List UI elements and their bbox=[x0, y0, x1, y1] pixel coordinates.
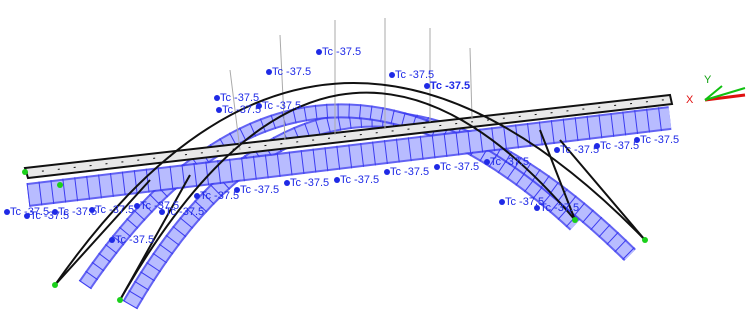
axis-triad: X Y bbox=[686, 74, 745, 106]
load-label: Tc -37.5 bbox=[200, 190, 239, 202]
load-label: Tc -37.5 bbox=[440, 161, 479, 173]
axis-x-label: X bbox=[686, 94, 694, 106]
axis-y-label: Y bbox=[704, 74, 712, 86]
load-label: Tc -37.5 bbox=[240, 184, 279, 196]
load-label: Tc -37.5 bbox=[600, 140, 639, 152]
load-label: Tc -37.5 bbox=[390, 166, 429, 178]
load-label: Tc -37.5 bbox=[290, 177, 329, 189]
load-label: Tc -37.5 bbox=[95, 204, 134, 216]
bridge-model: X Y Tc -37.5Tc -37.5Tc -37.5Tc -37.5Tc -… bbox=[0, 0, 747, 320]
load-label: Tc -37.5 bbox=[222, 104, 261, 116]
load-label: Tc -37.5 bbox=[540, 202, 579, 214]
load-label: Tc -37.5 bbox=[165, 206, 204, 218]
load-label: Tc -37.5 bbox=[430, 80, 470, 92]
load-label: Tc -37.5 bbox=[640, 134, 679, 146]
load-label: Tc -37.5 bbox=[340, 174, 379, 186]
load-label: Tc -37.5 bbox=[115, 234, 154, 246]
load-label: Tc -37.5 bbox=[262, 100, 301, 112]
load-label: Tc -37.5 bbox=[560, 144, 599, 156]
load-label: Tc -37.5 bbox=[272, 66, 311, 78]
load-label: Tc -37.5 bbox=[322, 46, 361, 58]
model-viewport: X Y Tc -37.5Tc -37.5Tc -37.5Tc -37.5Tc -… bbox=[0, 0, 747, 320]
load-label: Tc -37.5 bbox=[490, 156, 529, 168]
load-label: Tc -37.5 bbox=[395, 69, 434, 81]
load-label: Tc -37.5 bbox=[220, 92, 259, 104]
